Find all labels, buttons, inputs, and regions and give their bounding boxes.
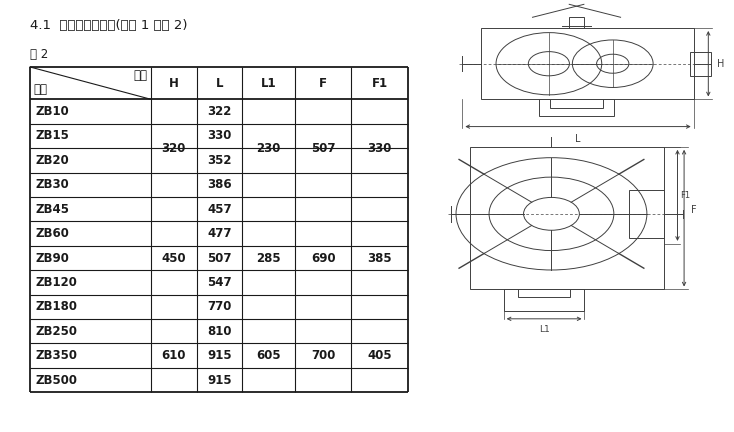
Text: 330: 330 (368, 142, 392, 155)
Text: 450: 450 (161, 251, 186, 264)
Bar (481, 28, 694, 99)
Text: ZB250: ZB250 (36, 325, 78, 338)
Text: 405: 405 (368, 349, 392, 362)
Text: 700: 700 (311, 349, 335, 362)
Text: ZB180: ZB180 (36, 300, 78, 313)
Text: ZB15: ZB15 (36, 130, 70, 143)
Text: 457: 457 (207, 203, 232, 216)
Text: ZB350: ZB350 (36, 349, 78, 362)
Bar (550, 99, 603, 108)
Text: F1: F1 (371, 76, 388, 90)
Text: 386: 386 (207, 178, 232, 191)
Text: 322: 322 (207, 105, 231, 118)
Text: 型号: 型号 (34, 83, 48, 96)
Text: 770: 770 (207, 300, 231, 313)
Text: L1: L1 (261, 76, 277, 90)
Text: ZB90: ZB90 (36, 251, 70, 264)
Text: 330: 330 (207, 130, 231, 143)
Bar (518, 289, 570, 297)
Text: 表 2: 表 2 (30, 48, 48, 60)
Text: 230: 230 (256, 142, 280, 155)
Text: 320: 320 (161, 142, 186, 155)
Text: H: H (169, 76, 179, 90)
Text: 385: 385 (368, 251, 392, 264)
Text: ZB30: ZB30 (36, 178, 70, 191)
Text: 477: 477 (207, 227, 232, 240)
Text: H: H (717, 59, 724, 69)
Text: 915: 915 (207, 349, 232, 362)
Text: 352: 352 (207, 154, 232, 167)
Bar (629, 190, 664, 238)
Text: ZB500: ZB500 (36, 374, 78, 387)
Text: ZB60: ZB60 (36, 227, 70, 240)
Text: 507: 507 (207, 251, 232, 264)
Text: 915: 915 (207, 374, 232, 387)
Bar (470, 147, 664, 289)
Text: 610: 610 (161, 349, 186, 362)
Text: 507: 507 (311, 142, 335, 155)
Text: L: L (575, 134, 581, 144)
Text: F1: F1 (680, 191, 690, 200)
Text: 605: 605 (256, 349, 281, 362)
Bar (504, 289, 584, 311)
Text: 810: 810 (207, 325, 232, 338)
Bar (690, 51, 711, 76)
Bar (570, 17, 584, 28)
Text: ZB45: ZB45 (36, 203, 70, 216)
Text: 4.1  外形和外形尺寸(见图 1 和表 2): 4.1 外形和外形尺寸(见图 1 和表 2) (30, 19, 187, 32)
Text: F: F (319, 76, 327, 90)
Text: L1: L1 (539, 325, 550, 334)
Text: F: F (691, 204, 697, 215)
Text: L: L (216, 76, 223, 90)
Text: ZB20: ZB20 (36, 154, 70, 167)
Text: 690: 690 (311, 251, 335, 264)
Text: ZB10: ZB10 (36, 105, 70, 118)
Text: ZB120: ZB120 (36, 276, 78, 289)
Text: 285: 285 (256, 251, 281, 264)
Text: 代号: 代号 (134, 69, 148, 82)
Text: 547: 547 (207, 276, 232, 289)
Bar (539, 99, 614, 116)
